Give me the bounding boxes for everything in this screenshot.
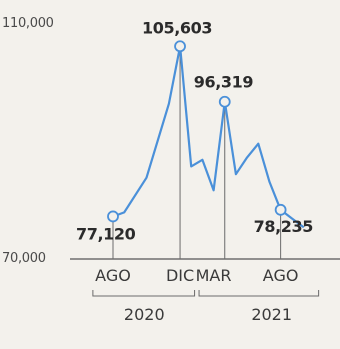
series-line bbox=[111, 45, 305, 228]
data-label: 78,235 bbox=[254, 217, 314, 236]
markers bbox=[107, 40, 287, 223]
month-tick-label: MAR bbox=[196, 266, 232, 285]
month-tick-label: AGO bbox=[95, 266, 131, 285]
year-label: 2020 bbox=[124, 305, 165, 324]
year-bracket bbox=[198, 290, 320, 297]
data-label: 77,120 bbox=[76, 224, 136, 243]
month-tick-label: DIC bbox=[166, 266, 194, 285]
year-groups: 2020 2021 bbox=[92, 290, 320, 324]
data-labels: 77,120 105,603 96,319 78,235 bbox=[76, 18, 314, 243]
data-point-marker bbox=[274, 203, 287, 216]
month-tick-label: AGO bbox=[263, 266, 299, 285]
data-point-marker bbox=[107, 210, 119, 223]
y-tick-label-bottom: 70,000 bbox=[2, 251, 46, 266]
month-labels: AGO DIC MAR AGO bbox=[95, 266, 298, 285]
data-point-marker bbox=[218, 95, 231, 108]
data-label: 105,603 bbox=[142, 18, 212, 37]
year-bracket bbox=[92, 290, 196, 297]
drop-lines bbox=[112, 46, 282, 259]
data-label: 96,319 bbox=[194, 73, 254, 92]
year-label: 2021 bbox=[251, 305, 292, 324]
data-point-marker bbox=[174, 40, 186, 53]
y-tick-label-top: 110,000 bbox=[2, 16, 54, 31]
series-line-layer bbox=[111, 45, 305, 228]
axis-layer: 110,000 70,000 bbox=[2, 16, 340, 266]
